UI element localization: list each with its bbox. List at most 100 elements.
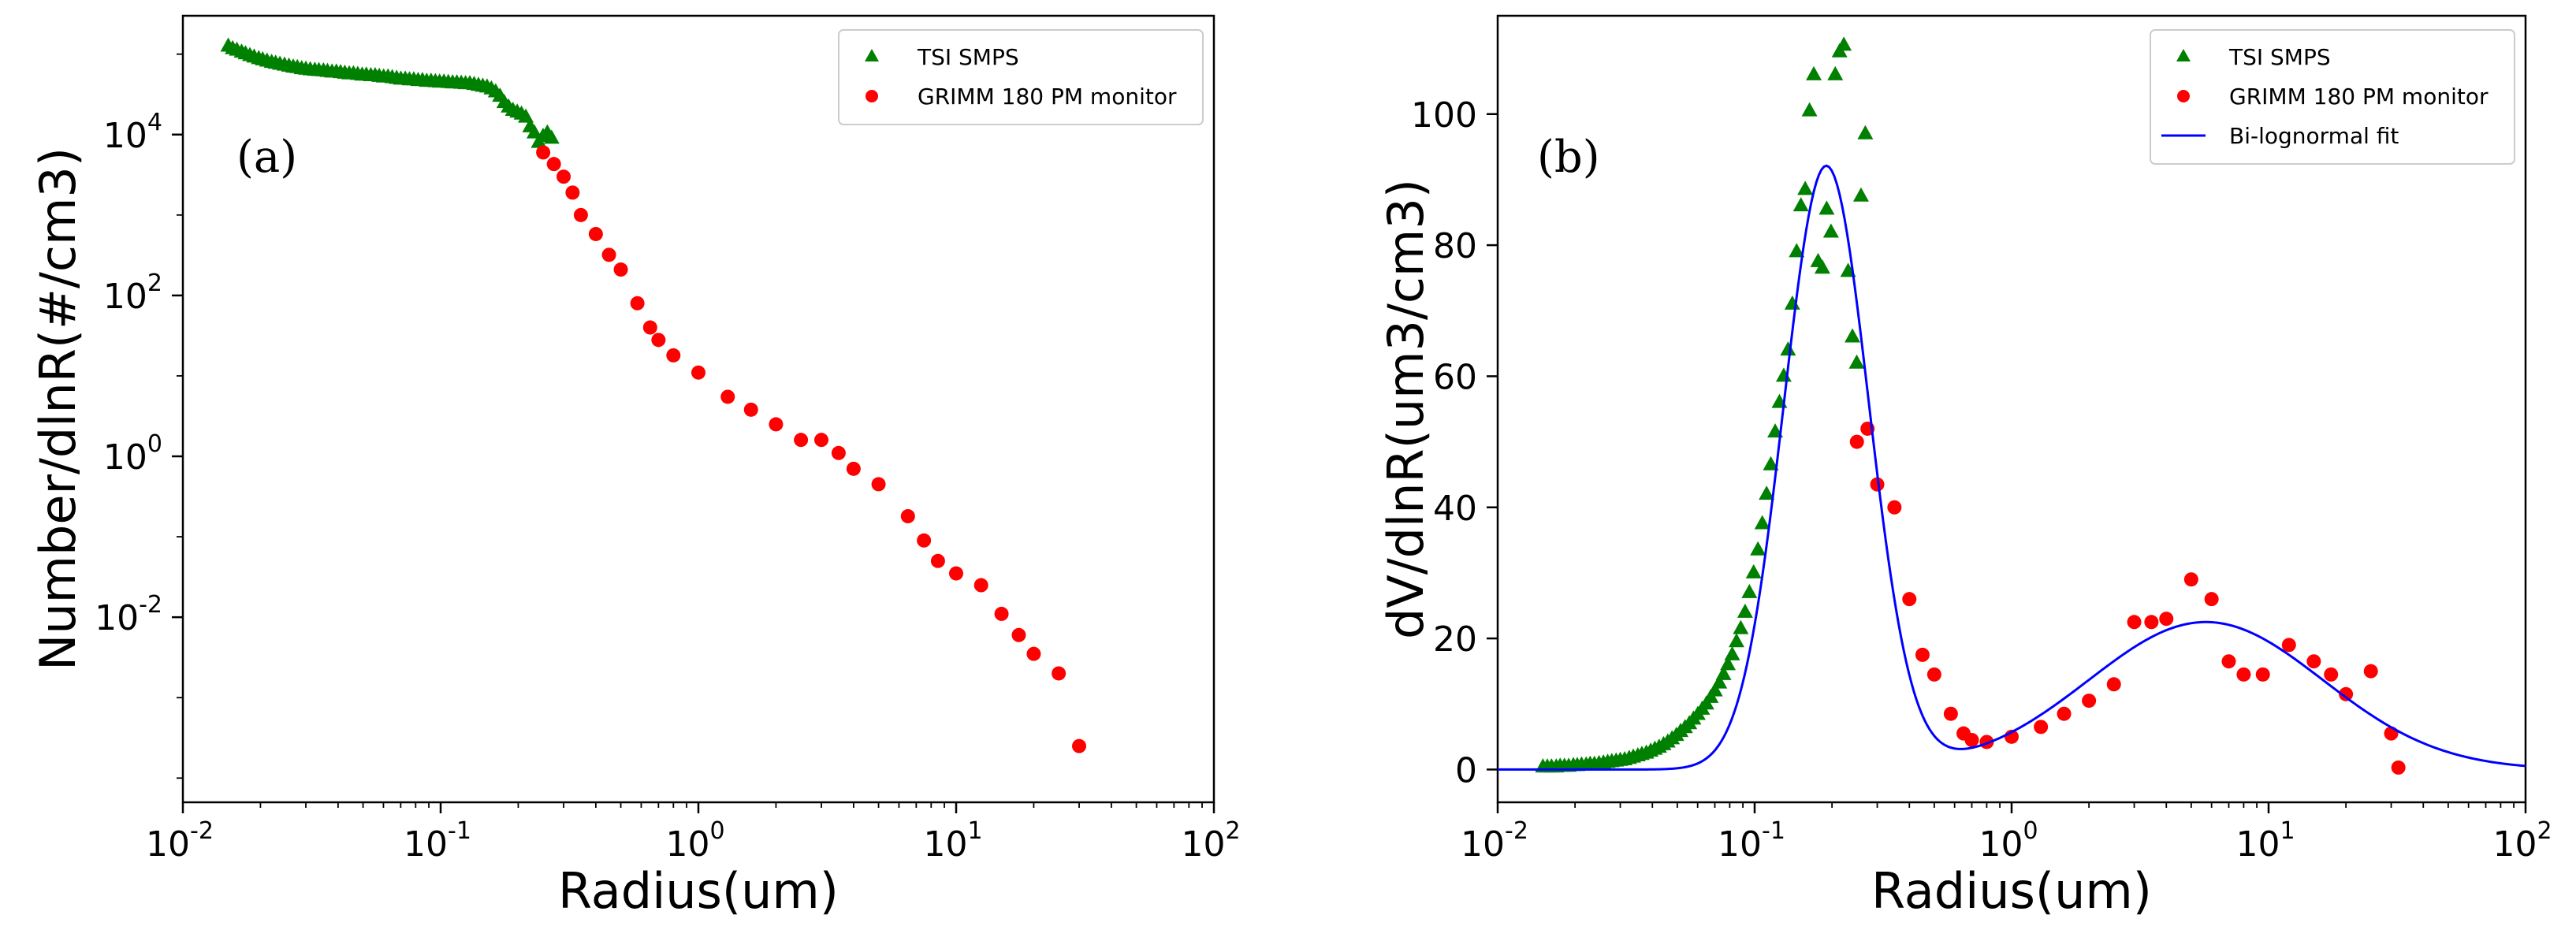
grimm-point <box>642 320 657 335</box>
x-tick-label: 102 <box>1181 817 1240 865</box>
x-tick-label: 102 <box>2492 817 2552 865</box>
grimm-point <box>2339 686 2354 701</box>
grimm-point <box>588 226 603 241</box>
plot-frame <box>181 14 1215 804</box>
y-tick-label: 20 <box>1433 619 1477 660</box>
grimm-point <box>565 185 580 200</box>
y-tick-exponent: 2 <box>147 270 162 297</box>
legend-frame <box>838 29 1204 125</box>
x-tick-exponent: -2 <box>1505 817 1528 845</box>
grimm-point <box>720 389 735 404</box>
smps-point <box>1814 259 1830 274</box>
smps-point <box>1806 65 1822 80</box>
legend-label: GRIMM 180 PM monitor <box>918 84 1177 110</box>
smps-point <box>1801 102 1818 117</box>
grimm-point <box>613 262 628 277</box>
panel-tag: (b) <box>1537 132 1600 183</box>
smps-point <box>1707 682 1723 697</box>
x-tick-exponent: 0 <box>709 817 724 845</box>
grimm-point <box>2306 654 2321 669</box>
smps-point <box>1754 515 1770 530</box>
grimm-point <box>1902 592 1917 607</box>
grimm-point <box>2082 694 2097 709</box>
grimm-point <box>2034 720 2049 735</box>
grimm-point <box>2057 706 2072 721</box>
grimm-point <box>846 461 861 476</box>
legend-circle-marker <box>2177 90 2190 102</box>
grimm-point <box>900 509 915 524</box>
smps-point <box>1728 633 1744 648</box>
smps-point <box>1780 341 1796 356</box>
x-tick-base: 10 <box>1181 824 1225 865</box>
y-tick-label: 60 <box>1433 357 1477 397</box>
data-layer <box>220 37 1087 753</box>
y-tick-exponent: 0 <box>147 430 162 458</box>
grimm-point <box>1915 647 1930 662</box>
smps-point <box>1759 485 1775 500</box>
y-tick-label: 100 <box>103 430 162 478</box>
grimm-point <box>666 348 681 363</box>
x-tick-base: 10 <box>923 824 967 865</box>
y-tick-label: 80 <box>1433 226 1477 266</box>
legend-label: TSI SMPS <box>2228 44 2331 70</box>
smps-point <box>1767 423 1784 438</box>
y-tick-base: 10 <box>103 277 147 317</box>
grimm-point <box>1964 732 1979 747</box>
legend-triangle-marker <box>2176 49 2191 61</box>
legend-circle-marker <box>865 90 878 102</box>
smps-point <box>1784 295 1800 310</box>
grimm-point <box>930 553 945 568</box>
legend-label: GRIMM 180 PM monitor <box>2229 84 2489 110</box>
smps-point <box>1720 656 1737 671</box>
smps-point <box>1818 200 1835 215</box>
grimm-point <box>871 477 886 492</box>
legend-triangle-marker <box>865 49 879 61</box>
y-tick-label: 104 <box>103 109 162 156</box>
grimm-point <box>2391 760 2406 775</box>
grimm-point <box>1943 706 1958 721</box>
grimm-point <box>917 533 932 548</box>
x-tick-exponent: -1 <box>1762 817 1785 845</box>
smps-point <box>1848 354 1865 369</box>
x-tick-label: 10-2 <box>1461 817 1528 865</box>
y-tick-base: 10 <box>103 437 147 478</box>
grimm-point <box>2144 615 2159 630</box>
grimm-point <box>831 445 846 460</box>
grimm-point <box>1026 646 1041 661</box>
x-axis-label: Radius(um) <box>1871 862 2152 920</box>
grimm-point <box>2159 612 2174 627</box>
grimm-point <box>994 606 1009 621</box>
y-tick-label: 102 <box>103 270 162 317</box>
x-tick-base: 10 <box>1718 824 1762 865</box>
grimm-point <box>769 417 784 432</box>
legend: TSI SMPS GRIMM 180 PM monitor <box>838 29 1204 125</box>
y-tick-label: 100 <box>1411 95 1477 136</box>
y-axis-label: Number/dlnR(#/cm3) <box>29 147 87 671</box>
panel-a: 10-2 10-1 100 101 10210-2100102104Radius(um)… <box>29 14 1241 920</box>
panel-tag: (a) <box>236 132 297 183</box>
smps-point <box>1797 180 1814 195</box>
smps-point <box>1845 328 1861 343</box>
y-tick-label: 10-2 <box>95 591 162 638</box>
grimm-point <box>814 433 829 448</box>
x-axis-label: Radius(um) <box>558 862 839 920</box>
grimm-point <box>2183 572 2198 587</box>
smps-point <box>1715 665 1732 680</box>
x-tick-label: 101 <box>2235 817 2295 865</box>
smps-point <box>1792 197 1809 212</box>
smps-point <box>1763 456 1779 470</box>
x-tick-exponent: -1 <box>448 817 471 845</box>
x-tick-exponent: -2 <box>190 817 214 845</box>
y-axis-label: dV/dlnR(um3/cm3) <box>1377 179 1435 639</box>
x-tick-base: 10 <box>146 824 190 865</box>
smps-point <box>1827 65 1844 80</box>
grimm-point <box>949 566 963 581</box>
grimm-point <box>2236 667 2251 682</box>
y-tick-label: 0 <box>1455 750 1477 790</box>
grimm-point <box>557 169 571 184</box>
x-tick-base: 10 <box>1979 824 2023 865</box>
smps-point <box>1733 619 1749 634</box>
grimm-point <box>2255 667 2270 682</box>
legend: TSI SMPS GRIMM 180 PM monitor Bi-lognormal… <box>2150 29 2515 165</box>
